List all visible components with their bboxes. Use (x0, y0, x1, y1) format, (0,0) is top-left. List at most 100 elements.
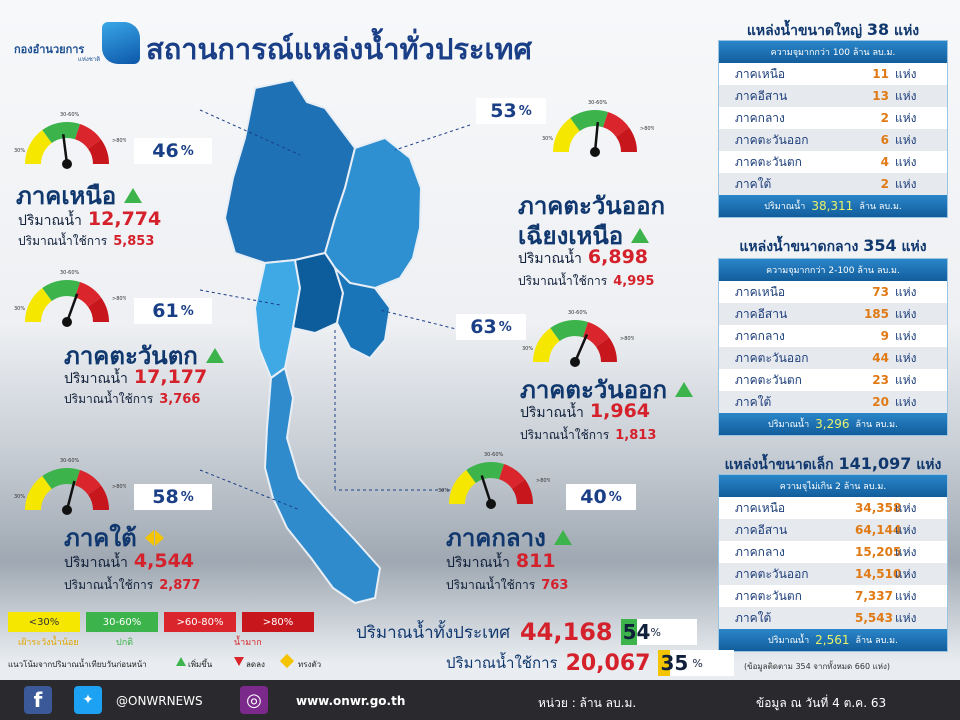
gauge-hub (486, 499, 496, 509)
row-count: 185 (863, 307, 889, 321)
thailand-map (223, 78, 423, 605)
row-count: 44 (872, 351, 889, 365)
gauge-band (449, 470, 477, 505)
gauge-east: 30% 30-60% >80% (522, 310, 634, 367)
row-region: ภาคกลาง (735, 544, 785, 559)
percent-south: 58% (134, 484, 212, 510)
percent-west: 61% (134, 298, 212, 324)
total-usable-row: ปริมาณน้ำใช้การ 20,067 35 % (446, 650, 735, 676)
gauge-tick-label: >80% (620, 336, 634, 342)
gauge-band (87, 139, 109, 165)
table-row: ภาคเหนือ 34,358 แห่ง (719, 497, 947, 519)
row-count: 64,144 (855, 523, 902, 537)
row-region: ภาคตะวันตก (735, 588, 802, 603)
gauge-needle (65, 480, 76, 511)
table-row: ภาคกลาง 2 แห่ง (719, 107, 947, 129)
legend-stable-icon (279, 653, 295, 669)
table-row: ภาคตะวันตก 7,337 แห่ง (719, 585, 947, 607)
large-rows: ภาคเหนือ 11 แห่ง ภาคอีสาน 13 แห่ง ภาคกลาง 2 แห่ง… (719, 63, 947, 195)
row-count: 4 (880, 155, 889, 169)
gauge-band (42, 468, 80, 490)
row-unit: แห่ง (895, 522, 917, 537)
facebook-icon[interactable]: f (24, 686, 52, 714)
gauge-tick-label: 30-60% (588, 100, 608, 106)
table-row: ภาคตะวันตก 4 แห่ง (719, 151, 947, 173)
gauge-tick-label: >80% (536, 478, 550, 484)
gauge-band (74, 124, 101, 150)
row-region: ภาคใต้ (735, 394, 772, 409)
percent-east: 63% (456, 314, 526, 340)
row-unit: แห่ง (895, 544, 917, 559)
volume-east: ปริมาณน้ำ 1,964 (520, 400, 651, 422)
small-title: แหล่งน้ำขนาดเล็ก 141,097 แห่ง (724, 454, 942, 473)
small-panel: ความจุไม่เกิน 2 ล้าน ลบ.ม. ภาคเหนือ 34,35… (718, 474, 948, 652)
row-region: ภาคกลาง (735, 110, 785, 125)
gauge-west: 30% 30-60% >80% (14, 270, 126, 327)
footer-bar: f ✦ @ONWRNEWS ◎ www.onwr.go.th หน่วย : ล… (0, 680, 960, 720)
volume-south: ปริมาณน้ำ 4,544 (64, 550, 195, 572)
row-region: ภาคใต้ (735, 176, 772, 191)
row-count: 73 (872, 285, 889, 299)
gauge-tick-label: >80% (112, 138, 126, 144)
row-unit: แห่ง (895, 566, 917, 581)
row-count: 20 (872, 395, 889, 409)
gauge-band (533, 328, 561, 363)
gauge-needle (593, 122, 600, 153)
gauge-hub (62, 505, 72, 515)
gauge-band (74, 470, 101, 496)
gauge-band (42, 280, 80, 302)
small-footer: ปริมาณน้ำ 2,561 ล้าน ลบ.ม. (719, 629, 947, 651)
gauge-band (74, 282, 101, 308)
row-unit: แห่ง (895, 66, 917, 81)
usable-north: ปริมาณน้ำใช้การ 5,853 (18, 234, 155, 249)
gauge-band (25, 476, 53, 511)
gauge-band (582, 322, 609, 348)
region-name-northeast-1: ภาคตะวันออก (518, 192, 666, 220)
volume-west: ปริมาณน้ำ 17,177 (64, 366, 208, 388)
medium-title: แหล่งน้ำขนาดกลาง 354 แห่ง (739, 236, 927, 255)
gauge-band (553, 118, 581, 153)
total-volume-row: ปริมาณน้ำทั้งประเทศ 44,168 54 % (356, 618, 697, 646)
globe-icon[interactable]: ◎ (240, 686, 268, 714)
social-handle[interactable]: @ONWRNEWS (116, 694, 203, 708)
gauge-band (42, 122, 80, 144)
gauge-needle (65, 293, 79, 323)
table-row: ภาคตะวันออก 14,510 แห่ง (719, 563, 947, 585)
row-count: 11 (872, 67, 889, 81)
gauge-band (498, 464, 525, 490)
gauge-tick-label: 30-60% (60, 458, 80, 464)
large-panel: ความจุมากกว่า 100 ล้าน ลบ.ม. ภาคเหนือ 11 แ… (718, 40, 948, 218)
row-region: ภาคเหนือ (735, 66, 786, 81)
website-link[interactable]: www.onwr.go.th (296, 694, 406, 708)
row-unit: แห่ง (895, 350, 917, 365)
trend-up-icon (124, 188, 143, 203)
gauge-north: 30% 30-60% >80% (14, 112, 126, 169)
legend-up-icon (176, 657, 186, 666)
small-note: (ข้อมูลติดตาม 354 จากทั้งหมด 660 แห่ง) (744, 662, 891, 671)
legend-captions: เฝ้าระวังน้ำน้อย ปกติ น้ำมาก (18, 638, 262, 648)
trend-up-icon (553, 530, 572, 545)
gauge-band (602, 112, 629, 138)
row-region: ภาคเหนือ (735, 284, 786, 299)
row-region: ภาคตะวันออก (735, 132, 809, 147)
gauge-band (25, 288, 53, 323)
row-count: 14,510 (855, 567, 902, 581)
gauge-tick-label: 30% (14, 494, 25, 500)
gauge-band (87, 297, 109, 323)
gauge-central: 30% 30-60% >80% (438, 452, 550, 509)
usable-northeast: ปริมาณน้ำใช้การ 4,995 (518, 274, 655, 289)
gauge-band (87, 485, 109, 511)
row-count: 15,205 (855, 545, 902, 559)
table-row: ภาคตะวันออก 44 แห่ง (719, 347, 947, 369)
region-name-east: ภาคตะวันออก (520, 370, 694, 409)
total-volume-value: 44,168 (519, 618, 613, 646)
total-percent-box: 54 % (620, 619, 697, 645)
row-unit: แห่ง (895, 132, 917, 147)
table-row: ภาคตะวันออก 6 แห่ง (719, 129, 947, 151)
twitter-icon[interactable]: ✦ (74, 686, 102, 714)
medium-rows: ภาคเหนือ 73 แห่ง ภาคอีสาน 185 แห่ง ภาคกลาง 9 แห่… (719, 281, 947, 413)
row-count: 9 (880, 329, 889, 343)
table-row: ภาคตะวันตก 23 แห่ง (719, 369, 947, 391)
gauge-tick-label: 30-60% (60, 270, 80, 276)
